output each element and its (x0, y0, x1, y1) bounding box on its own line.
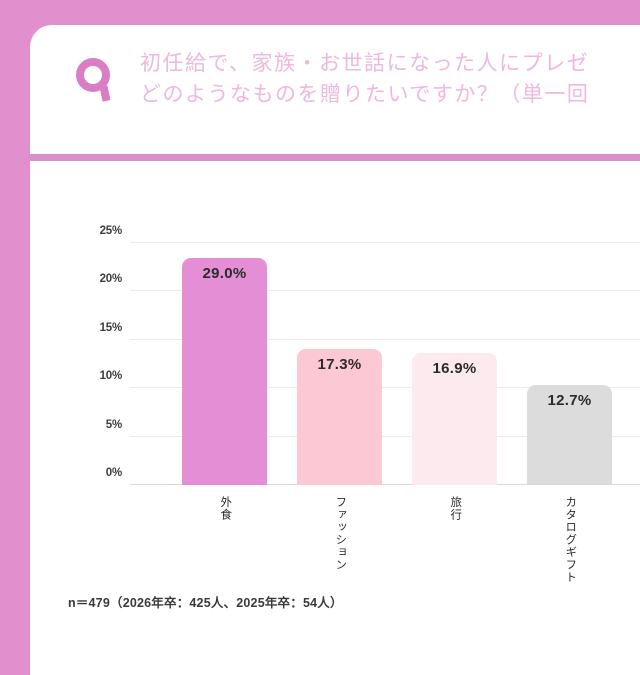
gridline: 15% (100, 322, 640, 340)
x-axis-category-label: ファッション (297, 496, 382, 571)
x-axis-category-label: 旅行 (412, 496, 497, 521)
gridline: 25% (100, 225, 640, 243)
y-axis-tick-label: 0% (105, 467, 122, 479)
question-title: 初任給で、家族・お世話になった人にプレゼ どのようなものを贈りたいですか？（単一… (140, 48, 589, 110)
category-text: カタログギフト (564, 496, 577, 584)
question-line-2: どのようなものを贈りたいですか？（単一回 (140, 83, 590, 106)
bar-value-label: 29.0% (202, 264, 247, 282)
gridline: 10% (100, 370, 640, 389)
gridline: 5% (106, 419, 640, 437)
y-axis-tick-label: 25% (99, 225, 123, 237)
category-text: ファッション (334, 496, 347, 571)
gridline: 20% (100, 273, 640, 292)
y-axis-tick-label: 5% (105, 418, 122, 431)
bar-value-label: 16.9% (432, 359, 477, 377)
category-text: 旅行 (449, 496, 462, 521)
bar-chart: 0% 5% 10% 15% 20% 25% 29.0% 外食 17.3% ファッション 16.9%… (30, 161, 640, 584)
bar[interactable]: 29.0% (182, 257, 267, 485)
x-axis-category-label: カタログギフト (527, 496, 612, 584)
bar-value-label: 12.7% (547, 392, 592, 410)
bar-value-label: 17.3% (317, 356, 362, 374)
gridline: 0% (106, 467, 640, 485)
plot-area: 0% 5% 10% 15% 20% 25% 29.0% 外食 17.3% ファッション 16.9%… (100, 225, 640, 584)
y-axis-tick-label: 10% (99, 370, 123, 383)
bar[interactable]: 12.7% (527, 385, 612, 485)
bar[interactable]: 17.3% (297, 349, 382, 485)
y-axis-tick-label: 15% (99, 321, 123, 334)
header-divider (30, 154, 640, 161)
x-axis-category-label: 外食 (182, 496, 267, 521)
bar[interactable]: 16.9% (412, 352, 497, 485)
bar-series: 29.0%外食17.3%ファッション16.9%旅行12.7%カタログギフト9.8… (130, 243, 640, 584)
y-axis-tick-label: 20% (99, 273, 123, 286)
category-text: 外食 (219, 496, 232, 521)
question-line-1: 初任給で、家族・お世話になった人にプレゼ (140, 52, 590, 75)
question-header: 初任給で、家族・お世話になった人にプレゼ どのようなものを贈りたいですか？（単一… (30, 25, 640, 133)
q-letter-icon (76, 58, 118, 102)
content-card: 初任給で、家族・お世話になった人にプレゼ どのようなものを贈りたいですか？（単一… (30, 25, 640, 675)
sample-size-note: n＝479（2026年卒：425人、2025年卒：54人） (68, 596, 343, 610)
